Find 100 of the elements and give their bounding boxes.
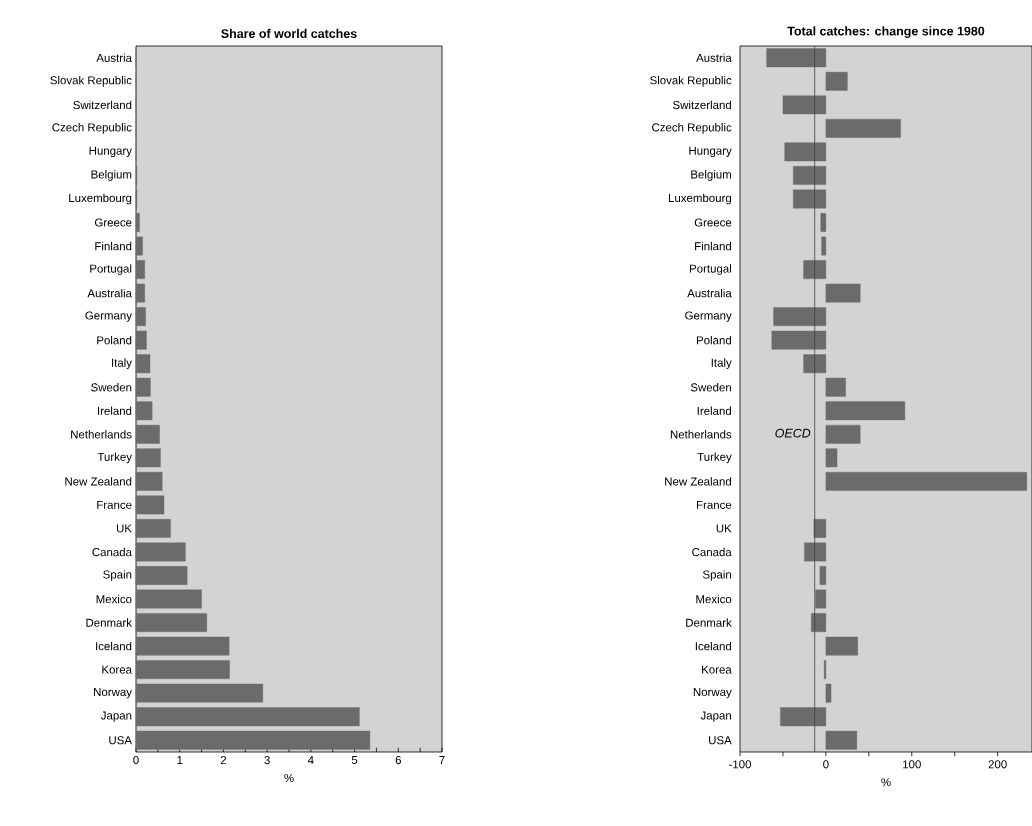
y-tick-label: USA	[709, 736, 732, 745]
y-tick-label: Japan	[700, 711, 731, 722]
y-tick-label: Netherlands	[71, 430, 132, 439]
y-tick-label: Portugal	[690, 264, 731, 275]
bar	[773, 307, 827, 327]
y-tick-label: Greece	[694, 218, 732, 227]
y-tick-label: Canada	[692, 547, 732, 557]
bar	[811, 613, 827, 632]
y-tick-label: Finland	[695, 241, 731, 251]
bar	[825, 730, 858, 750]
y-tick-label: Denmark	[86, 618, 132, 627]
y-tick-label: Finland	[95, 241, 132, 251]
x-tick-label: -100	[729, 760, 752, 769]
bar	[135, 660, 230, 680]
y-tick-label: Netherlands	[670, 430, 732, 439]
bar	[820, 213, 827, 232]
x-tick-label: 0	[823, 760, 829, 769]
y-tick-label: Norway	[693, 688, 732, 699]
x-tick-label: 3	[264, 756, 270, 765]
y-tick-label: Portugal	[90, 264, 132, 275]
bar	[135, 636, 230, 656]
y-tick-label: Italy	[711, 358, 732, 370]
bar	[813, 519, 827, 538]
y-tick-label: Japan	[100, 711, 132, 722]
y-tick-label: Australia	[87, 288, 132, 298]
bar	[825, 448, 838, 468]
bar	[135, 330, 147, 350]
y-tick-label: Turkey	[97, 452, 132, 464]
bar	[793, 166, 827, 185]
bar	[825, 401, 906, 421]
y-tick-label: Czech Republic	[52, 123, 132, 134]
bar	[135, 448, 161, 468]
chart-title: Total catches: change since 1980	[787, 26, 985, 38]
x-axis-title: %	[284, 773, 294, 782]
y-tick-label: Australia	[687, 288, 732, 298]
bar	[135, 566, 188, 585]
bar	[825, 636, 858, 656]
y-tick-label: Canada	[92, 547, 132, 557]
y-tick-label: UK	[116, 524, 132, 533]
y-tick-label: Mexico	[696, 594, 732, 604]
y-tick-label: Switzerland	[73, 100, 132, 110]
bar	[135, 707, 360, 727]
y-tick-label: Mexico	[96, 594, 132, 604]
bar	[771, 330, 827, 350]
bar	[135, 519, 171, 538]
bar	[135, 354, 151, 374]
y-tick-label: Norway	[94, 688, 132, 699]
y-tick-label: Germany	[85, 311, 132, 322]
bar	[135, 283, 145, 303]
y-tick-label: Korea	[102, 665, 132, 674]
bar	[135, 260, 145, 279]
y-tick-label: Turkey	[697, 452, 732, 464]
bar	[135, 542, 186, 562]
x-tick-label: 1	[177, 756, 183, 764]
bar	[825, 424, 861, 444]
y-tick-label: Slovak Republic	[50, 75, 132, 87]
bar	[135, 236, 143, 256]
bar	[825, 118, 901, 138]
bar	[825, 377, 846, 397]
bar	[819, 566, 827, 585]
y-tick-label: Belgium	[691, 170, 731, 181]
bar	[780, 707, 827, 727]
y-tick-label: New Zealand	[665, 477, 731, 486]
bar	[766, 48, 827, 68]
y-tick-label: Iceland	[695, 641, 731, 651]
y-tick-label: Greece	[94, 218, 132, 227]
bar	[135, 307, 146, 327]
y-tick-label: Poland	[697, 335, 731, 345]
y-tick-label: Belgium	[91, 170, 132, 181]
chart-title: Share of world catches	[221, 28, 357, 38]
bar	[135, 613, 208, 632]
bar	[135, 377, 151, 397]
y-tick-label: Hungary	[689, 146, 732, 158]
y-tick-label: Italy	[112, 358, 132, 370]
bar	[793, 189, 827, 209]
y-tick-label: France	[697, 500, 732, 509]
y-tick-label: Sweden	[690, 383, 731, 392]
x-tick-label: 100	[903, 760, 921, 769]
y-tick-label: Korea	[702, 665, 732, 674]
bar	[825, 71, 848, 91]
x-axis-title: %	[881, 778, 891, 787]
y-tick-label: Czech Republic	[652, 123, 732, 134]
y-tick-label: Iceland	[96, 641, 132, 651]
bar	[803, 354, 827, 374]
y-tick-label: Hungary	[89, 146, 132, 158]
y-tick-label: Slovak Republic	[650, 75, 732, 87]
bar	[135, 401, 153, 421]
x-tick-label: 7	[439, 756, 445, 764]
y-tick-label: France	[97, 500, 132, 509]
y-tick-label: Poland	[97, 335, 132, 345]
bar	[804, 542, 827, 562]
ref-line-label: OECD	[775, 428, 811, 438]
bar	[135, 424, 160, 444]
y-tick-label: Germany	[685, 311, 732, 322]
y-tick-label: Luxembourg	[69, 193, 132, 205]
y-tick-label: Spain	[702, 570, 731, 581]
bar	[135, 495, 165, 515]
y-tick-label: Switzerland	[673, 100, 731, 110]
y-tick-label: Luxembourg	[668, 193, 731, 205]
y-tick-label: Denmark	[686, 618, 732, 627]
